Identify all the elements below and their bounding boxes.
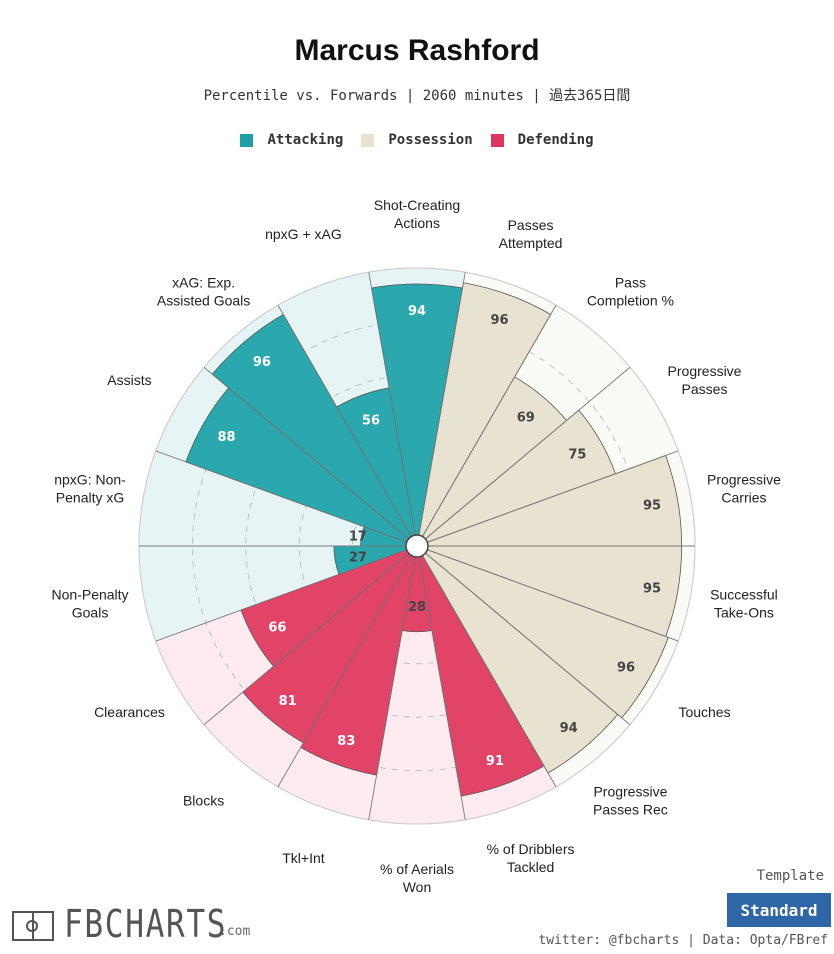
- category-label-progressive-carries: Progressive Carries: [707, 471, 781, 505]
- legend-swatch-defending: [490, 133, 504, 147]
- category-label-non-penalty-goals: Non-Penalty Goals: [52, 587, 129, 621]
- divider-progressive-passes-rec: [425, 552, 631, 726]
- value-label-touches: 96: [617, 661, 635, 676]
- template-standard-button[interactable]: Standard: [727, 893, 831, 927]
- legend-swatch-attacking: [240, 133, 254, 147]
- value-label-xag-exp-assisted-goals: 96: [253, 355, 271, 370]
- value-label-passes-attempted: 96: [490, 313, 508, 328]
- value-label-tkl-int: 83: [337, 734, 355, 749]
- divider-pass-completion: [422, 305, 557, 537]
- category-label-pass-completion: Pass Completion %: [587, 275, 674, 309]
- value-label-progressive-carries: 95: [643, 499, 661, 514]
- category-label-progressive-passes: Progressive Passes: [668, 363, 742, 397]
- category-label-passes-attempted: Passes Attempted: [499, 217, 563, 251]
- category-label-npxg-non-penalty-xg: npxG: Non-Penalty xG: [54, 471, 126, 505]
- divider-touches: [427, 549, 679, 642]
- divider-of-dribblers-tackled: [422, 555, 557, 787]
- divider-xag-exp-assisted-goals: [203, 366, 409, 540]
- divider-passes-attempted: [418, 272, 466, 536]
- value-label-non-penalty-goals: 27: [349, 550, 367, 565]
- divider-tkl-int: [368, 556, 416, 820]
- divider-clearances: [203, 552, 409, 726]
- value-label-blocks: 81: [279, 694, 297, 709]
- category-label-assists: Assists: [107, 372, 151, 388]
- category-label-blocks: Blocks: [183, 792, 224, 808]
- divider-npxg-xag: [277, 305, 412, 537]
- value-label-pass-completion: 69: [517, 410, 535, 425]
- legend-label-attacking: Attacking: [267, 132, 344, 148]
- legend-label-possession: Possession: [388, 132, 473, 148]
- value-bars: [185, 282, 683, 797]
- category-labels: Shot-Creating Actions Passes Attempted Pass C…: [52, 197, 782, 895]
- divider-non-penalty-goals: [155, 549, 407, 642]
- divider-shot-creating-actions: [368, 272, 416, 536]
- legend-item-possession: Possession: [361, 132, 473, 148]
- legend-item-attacking: Attacking: [240, 132, 343, 148]
- value-label-npxg-non-penalty-xg: 17: [349, 530, 367, 545]
- pitch-icon: [12, 911, 54, 941]
- value-label-assists: 88: [217, 430, 235, 445]
- template-label: Template: [756, 868, 824, 884]
- value-label-progressive-passes-rec: 94: [560, 721, 578, 736]
- divider-blocks: [277, 555, 412, 787]
- legend-item-defending: Defending: [490, 132, 594, 148]
- value-label-successful-take-ons: 95: [643, 581, 661, 596]
- data-credit: twitter: @fbcharts | Data: Opta/FBref: [538, 933, 828, 948]
- divider-of-aerials-won: [418, 556, 466, 820]
- center-hub: [405, 534, 429, 558]
- fbcharts-logo: FBCHARTS .com: [12, 902, 251, 946]
- category-label-of-aerials-won: % of Aerials Won: [380, 861, 454, 895]
- logo-suffix: .com: [219, 924, 251, 939]
- legend-label-defending: Defending: [517, 132, 594, 148]
- chart-title: Marcus Rashford: [294, 34, 540, 67]
- category-label-touches: Touches: [678, 704, 730, 720]
- category-label-clearances: Clearances: [94, 704, 165, 720]
- value-label-shot-creating-actions: 94: [408, 304, 426, 319]
- value-label-of-dribblers-tackled: 91: [486, 754, 504, 769]
- category-label-of-dribblers-tackled: % of Dribblers Tackled: [487, 841, 575, 875]
- legend: Attacking Possession Defending: [0, 132, 834, 148]
- divider-progressive-passes: [425, 366, 631, 540]
- chart-subtitle: Percentile vs. Forwards | 2060 minutes |…: [203, 88, 631, 104]
- value-label-npxg-xag: 56: [362, 414, 380, 429]
- value-label-progressive-passes: 75: [568, 447, 586, 462]
- category-label-progressive-passes-rec: Progressive Passes Rec: [593, 783, 668, 817]
- value-labels: 94 96 69 75 95 95 96 94 91 28 83 81 66 27 17 88 96 56: [217, 304, 661, 769]
- sector-dividers: [139, 272, 695, 820]
- divider-progressive-carries: [427, 450, 679, 543]
- category-label-npxg-xag: npxG + xAG: [265, 226, 342, 242]
- divider-assists: [155, 450, 407, 543]
- value-label-of-aerials-won: 28: [408, 600, 426, 615]
- value-label-clearances: 66: [268, 621, 286, 636]
- category-label-xag-exp-assisted-goals: xAG: Exp. Assisted Goals: [157, 275, 250, 309]
- category-label-successful-take-ons: Successful Take-Ons: [710, 587, 778, 621]
- category-label-tkl-int: Tkl+Int: [282, 850, 325, 866]
- legend-swatch-possession: [361, 133, 375, 147]
- logo-text: FBCHARTS: [64, 902, 228, 946]
- category-label-shot-creating-actions: Shot-Creating Actions: [374, 197, 460, 231]
